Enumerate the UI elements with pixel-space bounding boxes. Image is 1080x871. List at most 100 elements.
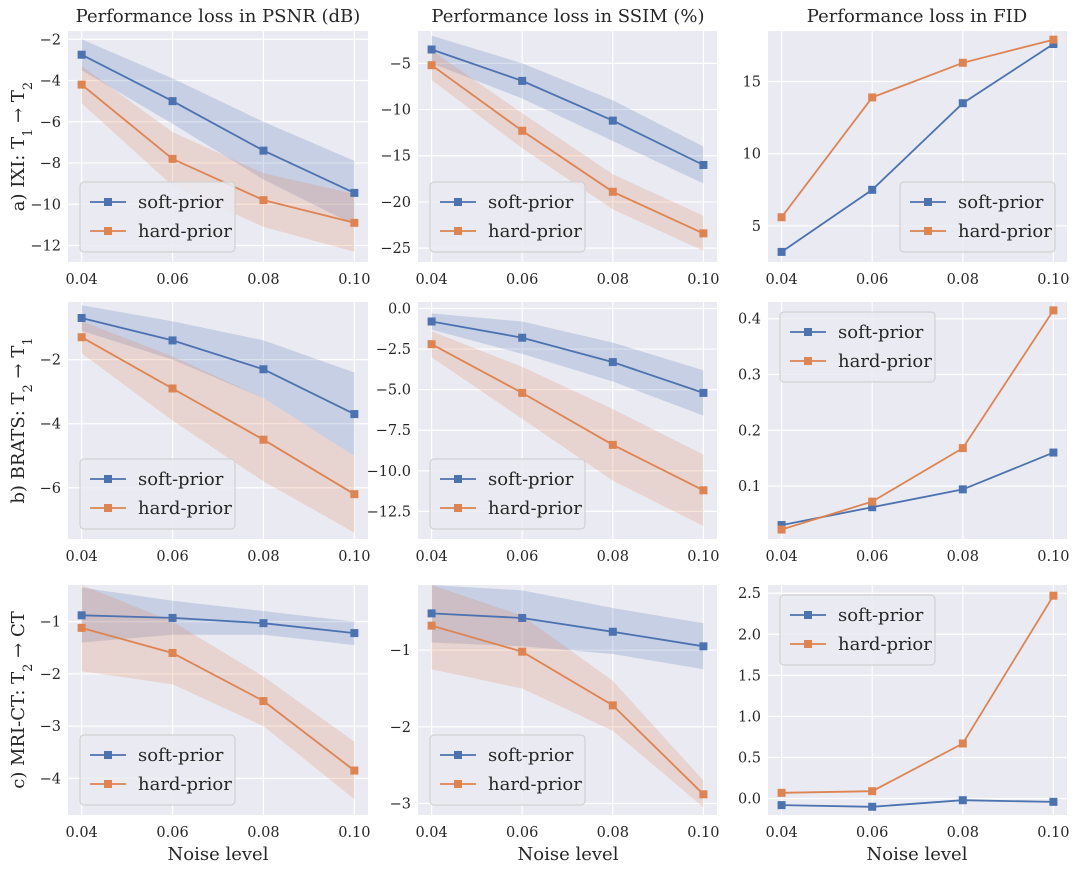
legend: soft-prior hard-prior bbox=[779, 594, 936, 666]
legend-swatch-marker bbox=[454, 475, 462, 483]
confidence-band-hard-prior bbox=[431, 50, 704, 251]
confidence-band-soft-prior bbox=[81, 587, 355, 646]
data-point-soft-prior bbox=[427, 317, 436, 326]
y-tick-label: 0.1 bbox=[738, 479, 761, 495]
y-tick-label: 0.5 bbox=[738, 751, 761, 767]
legend-label: hard-prior bbox=[488, 498, 582, 519]
data-point-soft-prior bbox=[777, 521, 786, 530]
legend-box bbox=[429, 181, 586, 253]
series-line-hard-prior bbox=[431, 624, 705, 795]
y-tick-label: −1 bbox=[40, 615, 61, 631]
y-tick-label: −2 bbox=[40, 32, 61, 48]
data-point-soft-prior bbox=[168, 336, 177, 345]
series-line-soft-prior bbox=[81, 614, 355, 634]
data-point-hard-prior bbox=[608, 187, 617, 196]
data-point-soft-prior bbox=[259, 146, 268, 155]
series-line-hard-prior bbox=[431, 64, 704, 235]
y-tick-label: −2 bbox=[40, 353, 61, 369]
confidence-band-hard-prior bbox=[81, 321, 355, 533]
legend-label: hard-prior bbox=[138, 221, 232, 242]
series-line-hard-prior bbox=[780, 38, 1054, 218]
series-line-soft-prior bbox=[431, 320, 704, 394]
x-tick-label: 0.08 bbox=[597, 272, 629, 288]
legend-swatch-marker bbox=[804, 328, 812, 336]
data-point-hard-prior bbox=[777, 525, 786, 534]
legend-swatch-marker bbox=[104, 751, 112, 759]
data-point-soft-prior bbox=[168, 97, 177, 106]
x-tick-label: 0.08 bbox=[947, 825, 979, 841]
y-tick-label: 1.0 bbox=[738, 709, 761, 725]
legend-label: soft-prior bbox=[138, 469, 224, 490]
legend-swatch-marker bbox=[804, 611, 812, 619]
data-point-soft-prior bbox=[518, 76, 527, 85]
y-tick-label: −25 bbox=[380, 241, 411, 257]
data-point-soft-prior bbox=[699, 160, 708, 169]
x-tick-label: 0.10 bbox=[338, 825, 370, 841]
x-tick-label: 0.06 bbox=[156, 549, 188, 565]
y-tick-label: −12 bbox=[30, 239, 61, 255]
legend-swatch-marker bbox=[804, 357, 812, 365]
legend-swatch-marker bbox=[104, 504, 112, 512]
col-title-psnr: Performance loss in PSNR (dB) bbox=[76, 6, 361, 27]
y-tick-label: 0.4 bbox=[738, 312, 761, 328]
row-label-ixi: a) IXI: T1 → T2 bbox=[8, 82, 36, 211]
data-point-soft-prior bbox=[608, 627, 617, 636]
panel-ixi-psnr: 0.04 0.06 0.08 0.10 −12 −10 −8 −6 −4 −2 soft-prior… bbox=[30, 31, 371, 288]
x-tick-label: 0.08 bbox=[247, 272, 279, 288]
x-tick-label: 0.10 bbox=[338, 272, 370, 288]
data-point-hard-prior bbox=[868, 497, 877, 506]
x-tick-label: 0.08 bbox=[597, 825, 629, 841]
data-point-soft-prior bbox=[608, 358, 617, 367]
data-point-soft-prior bbox=[958, 796, 967, 805]
legend-swatch-marker bbox=[104, 780, 112, 788]
data-point-hard-prior bbox=[77, 80, 86, 89]
y-tick-label: −4 bbox=[40, 74, 61, 90]
col-title-ssim: Performance loss in SSIM (%) bbox=[431, 6, 704, 27]
confidence-band-soft-prior bbox=[81, 39, 355, 225]
x-tick-label: 0.08 bbox=[597, 549, 629, 565]
series-line-soft-prior bbox=[81, 317, 355, 415]
data-point-hard-prior bbox=[350, 218, 359, 227]
data-point-hard-prior bbox=[259, 697, 268, 706]
legend-box bbox=[429, 458, 586, 530]
x-tick-label: 0.10 bbox=[338, 549, 370, 565]
y-tick-label: 1.5 bbox=[738, 668, 761, 684]
x-tick-label: 0.04 bbox=[415, 825, 447, 841]
y-tick-label: −2.5 bbox=[376, 342, 411, 358]
x-tick-label: 0.04 bbox=[65, 825, 97, 841]
legend: soft-prior hard-prior bbox=[899, 181, 1056, 253]
y-tick-label: 5 bbox=[752, 219, 761, 235]
y-tick-label: −15 bbox=[380, 149, 411, 165]
legend: soft-prior hard-prior bbox=[79, 458, 236, 530]
y-tick-label: −4 bbox=[40, 417, 61, 433]
y-tick-label: −20 bbox=[380, 195, 411, 211]
y-tick-label: 0.2 bbox=[738, 423, 761, 439]
y-tick-label: 0.0 bbox=[388, 301, 411, 317]
data-point-soft-prior bbox=[259, 619, 268, 628]
panel-mrict-fid: 0.04 0.06 0.08 0.10 0.0 0.5 1.0 1.5 2.0 2.5 soft-p… bbox=[738, 585, 1070, 841]
legend-label: soft-prior bbox=[838, 605, 924, 626]
x-tick-label: 0.04 bbox=[415, 549, 447, 565]
legend-swatch-marker bbox=[454, 227, 462, 235]
data-point-hard-prior bbox=[350, 490, 359, 499]
legend-label: soft-prior bbox=[488, 745, 574, 766]
legend-swatch-marker bbox=[104, 227, 112, 235]
series-line-hard-prior bbox=[81, 627, 355, 772]
data-point-soft-prior bbox=[518, 613, 527, 622]
data-point-hard-prior bbox=[77, 623, 86, 632]
data-point-soft-prior bbox=[350, 629, 359, 638]
data-point-soft-prior bbox=[958, 485, 967, 494]
data-point-hard-prior bbox=[77, 333, 86, 342]
panel-brats-ssim: 0.04 0.06 0.08 0.10 −12.5 −10.0 −7.5 −5.0 −2.5 0.… bbox=[367, 301, 720, 565]
y-tick-label: −6 bbox=[40, 115, 61, 131]
legend-swatch-marker bbox=[454, 504, 462, 512]
y-tick-label: −2 bbox=[40, 667, 61, 683]
y-tick-label: −2 bbox=[390, 720, 411, 736]
data-point-soft-prior bbox=[427, 45, 436, 54]
x-tick-label: 0.04 bbox=[765, 272, 797, 288]
legend-swatch-marker bbox=[104, 198, 112, 206]
legend: soft-prior hard-prior bbox=[429, 181, 586, 253]
legend: soft-prior hard-prior bbox=[79, 181, 236, 253]
x-tick-label: 0.08 bbox=[247, 825, 279, 841]
data-point-soft-prior bbox=[868, 503, 877, 512]
